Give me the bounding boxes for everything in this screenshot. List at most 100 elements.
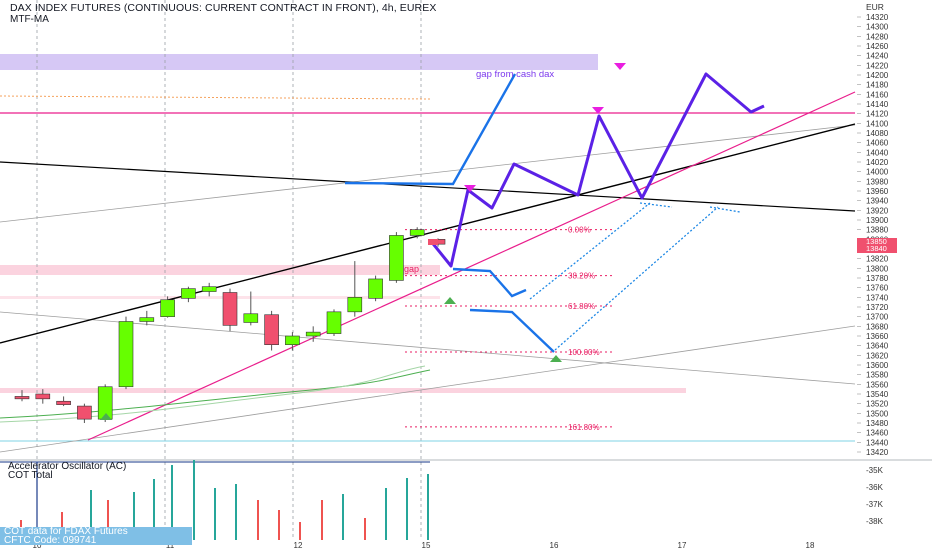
down-arrow-marker bbox=[592, 107, 604, 114]
oscillator-tick-label: -37K bbox=[866, 500, 884, 509]
candle bbox=[139, 317, 155, 322]
price-tick-label: 13900 bbox=[866, 216, 889, 225]
fib-level-label: 38.20% bbox=[568, 272, 595, 281]
price-tick-label: 14240 bbox=[866, 52, 889, 61]
price-tick-label: 13640 bbox=[866, 342, 889, 351]
up-arrow-marker bbox=[550, 355, 562, 362]
price-tick-label: 14080 bbox=[866, 129, 889, 138]
symbol-title: DAX INDEX FUTURES (CONTINUOUS: CURRENT C… bbox=[10, 2, 437, 14]
price-tick-label: 14200 bbox=[866, 71, 889, 80]
black-descending-line bbox=[0, 161, 856, 212]
candle bbox=[389, 235, 404, 281]
price-tick-label: 14320 bbox=[866, 13, 889, 22]
price-tick-label: 13440 bbox=[866, 438, 889, 447]
time-axis-label: 18 bbox=[806, 541, 815, 550]
last-price-label: 13850 bbox=[866, 237, 887, 246]
time-axis-label: 10 bbox=[33, 541, 42, 550]
price-tick-label: 14100 bbox=[866, 119, 889, 128]
purple-projection-path bbox=[428, 72, 765, 268]
time-axis-label: 11 bbox=[166, 541, 175, 550]
candle bbox=[14, 396, 30, 400]
mtf-ma-line bbox=[0, 95, 431, 100]
upper-channel-line bbox=[0, 124, 856, 223]
black-trendline bbox=[0, 123, 856, 344]
time-axis-label: 17 bbox=[678, 541, 687, 550]
time-axis-label: 12 bbox=[294, 541, 303, 550]
up-arrow-marker bbox=[444, 297, 456, 304]
blue-gap-path bbox=[344, 73, 517, 186]
middle-channel-line bbox=[0, 311, 856, 385]
up-arrow-marker bbox=[100, 413, 112, 420]
dotted-projection-1 bbox=[529, 202, 651, 300]
price-tick-label: 14000 bbox=[866, 168, 889, 177]
price-tick-label: 13920 bbox=[866, 206, 889, 215]
last-price-label-2: 13840 bbox=[866, 244, 887, 253]
time-axis-label: 16 bbox=[550, 541, 559, 550]
price-tick-label: 13780 bbox=[866, 274, 889, 283]
price-tick-label: 13940 bbox=[866, 197, 889, 206]
pink-trendline bbox=[87, 91, 856, 441]
candle bbox=[181, 288, 196, 299]
candle bbox=[222, 292, 238, 326]
price-tick-label: 13820 bbox=[866, 255, 889, 264]
price-tick-label: 13480 bbox=[866, 419, 889, 428]
price-tick-label: 13800 bbox=[866, 264, 889, 273]
price-tick-label: 13560 bbox=[866, 380, 889, 389]
oscillator-title: Accelerator Oscillator (AC) bbox=[8, 461, 127, 472]
candle bbox=[160, 299, 175, 317]
candle bbox=[326, 311, 342, 334]
ma-green-1 bbox=[0, 369, 431, 419]
candle bbox=[264, 314, 279, 346]
support-zone bbox=[0, 388, 686, 393]
cot-info-box: COT data for FDAX Futures CFTC Code: 099… bbox=[0, 527, 192, 545]
candle bbox=[347, 297, 363, 313]
indicator-label: MTF-MA bbox=[10, 14, 49, 25]
candle bbox=[243, 313, 259, 323]
price-tick-label: 13660 bbox=[866, 332, 889, 341]
down-arrow-marker bbox=[464, 185, 476, 192]
last-price-marker bbox=[428, 239, 438, 245]
time-axis-label: 15 bbox=[422, 541, 431, 550]
price-tick-label: 14140 bbox=[866, 100, 889, 109]
fib-level-label: 0.00% bbox=[568, 226, 591, 235]
candle bbox=[35, 393, 51, 400]
candle bbox=[201, 286, 217, 292]
price-tick-label: 13580 bbox=[866, 371, 889, 380]
price-tick-label: 13420 bbox=[866, 448, 889, 457]
price-tick-label: 13520 bbox=[866, 400, 889, 409]
price-tick-label: 14280 bbox=[866, 32, 889, 41]
oscillator-subtitle: COT Total bbox=[8, 470, 53, 481]
dotted-projection-2 bbox=[554, 206, 719, 351]
last-price-badge bbox=[857, 238, 897, 253]
price-tick-label: 14260 bbox=[866, 42, 889, 51]
gap-zone bbox=[0, 265, 440, 275]
fib-level-label: 61.80% bbox=[568, 302, 595, 311]
candle bbox=[305, 331, 321, 337]
minor-zone bbox=[0, 296, 440, 299]
price-tick-label: 13720 bbox=[866, 303, 889, 312]
price-tick-label: 13600 bbox=[866, 361, 889, 370]
fib-level-label: 161.80% bbox=[568, 423, 600, 432]
candle bbox=[56, 400, 71, 405]
price-tick-label: 13680 bbox=[866, 322, 889, 331]
price-tick-label: 13880 bbox=[866, 226, 889, 235]
oscillator-tick-label: -38K bbox=[866, 517, 884, 526]
blue-path-1 bbox=[452, 267, 527, 298]
down-arrow-marker bbox=[614, 63, 626, 70]
candle bbox=[77, 405, 92, 420]
price-tick-label: 14060 bbox=[866, 139, 889, 148]
price-tick-label: 13460 bbox=[866, 429, 889, 438]
price-tick-label: 13740 bbox=[866, 293, 889, 302]
lower-channel-line bbox=[0, 325, 856, 453]
price-tick-label: 13540 bbox=[866, 390, 889, 399]
price-tick-label: 13700 bbox=[866, 313, 889, 322]
candle bbox=[285, 335, 300, 345]
price-tick-label: 14040 bbox=[866, 148, 889, 157]
candle bbox=[368, 278, 383, 299]
fib-level-label: 100.00% bbox=[568, 348, 600, 357]
oscillator-tick-label: -35K bbox=[866, 466, 884, 475]
price-tick-label: 14180 bbox=[866, 81, 889, 90]
gap-cash-label: gap from cash dax bbox=[476, 69, 554, 80]
